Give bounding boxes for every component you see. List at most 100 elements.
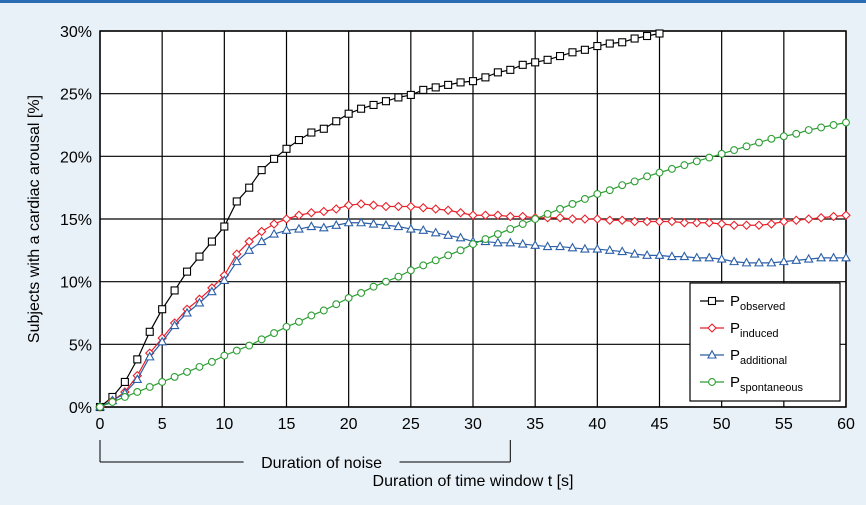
data-point-square [220,222,229,231]
data-point-diamond [707,323,717,333]
data-point-circle [556,205,564,213]
data-point-diamond [331,204,342,214]
legend-label: Pspontaneous [730,374,804,394]
x-tick-label: 55 [775,416,793,433]
data-point-square [170,286,179,295]
data-point-diamond [816,212,826,223]
series-line-observed [99,32,660,408]
data-point-diamond [704,217,715,228]
data-point-circle [717,149,726,158]
legend-item-induced: Pinduced [700,320,779,340]
data-point-triangle [707,349,717,359]
data-point-diamond [443,205,453,216]
data-point-square [182,267,192,276]
data-point-square [307,128,316,137]
data-point-triangle [182,307,192,317]
data-point-diamond [567,214,578,224]
data-point-triangle [517,238,528,248]
data-point-circle [605,186,614,195]
data-point-circle [730,146,739,155]
data-point-circle [419,261,428,270]
data-point-square [518,60,527,69]
data-point-square [568,48,577,57]
data-point-triangle [791,255,802,264]
x-tick-label: 0 [96,416,105,433]
data-point-diamond [356,199,366,209]
y-axis-ticks: 0% 5% 10% 15% 20% 25% 30% [60,24,92,417]
data-point-diamond [841,210,851,221]
data-point-triangle [219,275,230,284]
data-point-triangle [281,224,292,234]
data-point-circle [493,230,502,238]
data-point-triangle [666,251,677,261]
data-point-diamond [629,216,640,227]
data-point-square [270,154,279,163]
data-point-circle [170,372,179,381]
data-point-square [543,55,552,64]
data-point-circle [804,126,813,134]
data-point-triangle [256,236,267,246]
data-point-circle [307,311,316,320]
data-point-triangle [393,221,404,231]
data-point-square [643,31,652,41]
data-point-diamond [741,220,752,231]
data-point-triangle [157,336,168,346]
data-point-triangle [716,253,727,263]
data-point-diamond [754,220,764,231]
data-point-circle [270,329,279,338]
data-point-square [369,100,378,109]
data-point-square [245,183,254,192]
data-point-diamond [828,211,839,222]
legend-item-observed: Pobserved [700,293,785,313]
data-point-circle [469,240,477,249]
legend-label: Padditional [730,347,787,367]
legend-label-sub: observed [740,301,785,313]
data-point-square [381,97,391,106]
data-point-circle [294,317,303,326]
legend-label: Pinduced [730,320,779,340]
data-point-circle [543,210,552,218]
y-axis-label: Subjects with a cardiac arousal [%] [26,95,43,343]
data-point-diamond [791,215,802,226]
data-point-circle [767,134,776,143]
data-point-diamond [716,219,727,229]
data-point-diamond [555,212,565,223]
data-point-triangle [455,232,466,242]
data-point-circle [357,288,366,297]
data-point-circle [792,129,801,138]
data-point-square [493,68,502,77]
data-point-square [319,124,328,133]
data-point-triangle [144,351,155,361]
x-axis-label: Duration of time window t [s] [373,473,574,490]
data-point-circle [842,118,850,127]
data-point-diamond [430,204,441,214]
data-point-diamond [294,210,304,221]
top-border-line [0,0,866,3]
noise-duration-annotation: Duration of noise [99,440,511,472]
data-point-circle [120,393,129,401]
legend-label-main: P [730,320,740,337]
data-point-square [294,135,303,145]
data-point-triangle [617,246,628,256]
data-point-triangle [555,241,565,251]
data-point-diamond [580,214,590,224]
x-tick-label: 20 [340,416,358,433]
data-point-square [531,58,540,67]
data-point-square [207,237,216,246]
data-point-circle [630,177,639,186]
data-point-triangle [778,256,789,266]
data-point-triangle [704,252,715,262]
data-point-circle [518,220,527,228]
data-point-triangle [306,221,317,231]
data-point-circle [319,306,328,315]
data-point-circle [531,215,540,223]
data-point-diamond [368,200,379,210]
data-point-square [344,109,353,118]
legend-label-main: P [730,293,740,310]
data-point-square [332,117,341,126]
data-point-square [394,93,403,102]
data-point-diamond [343,200,354,210]
data-point-circle [643,172,652,181]
data-point-triangle [579,243,590,253]
x-tick-label: 45 [651,416,669,433]
